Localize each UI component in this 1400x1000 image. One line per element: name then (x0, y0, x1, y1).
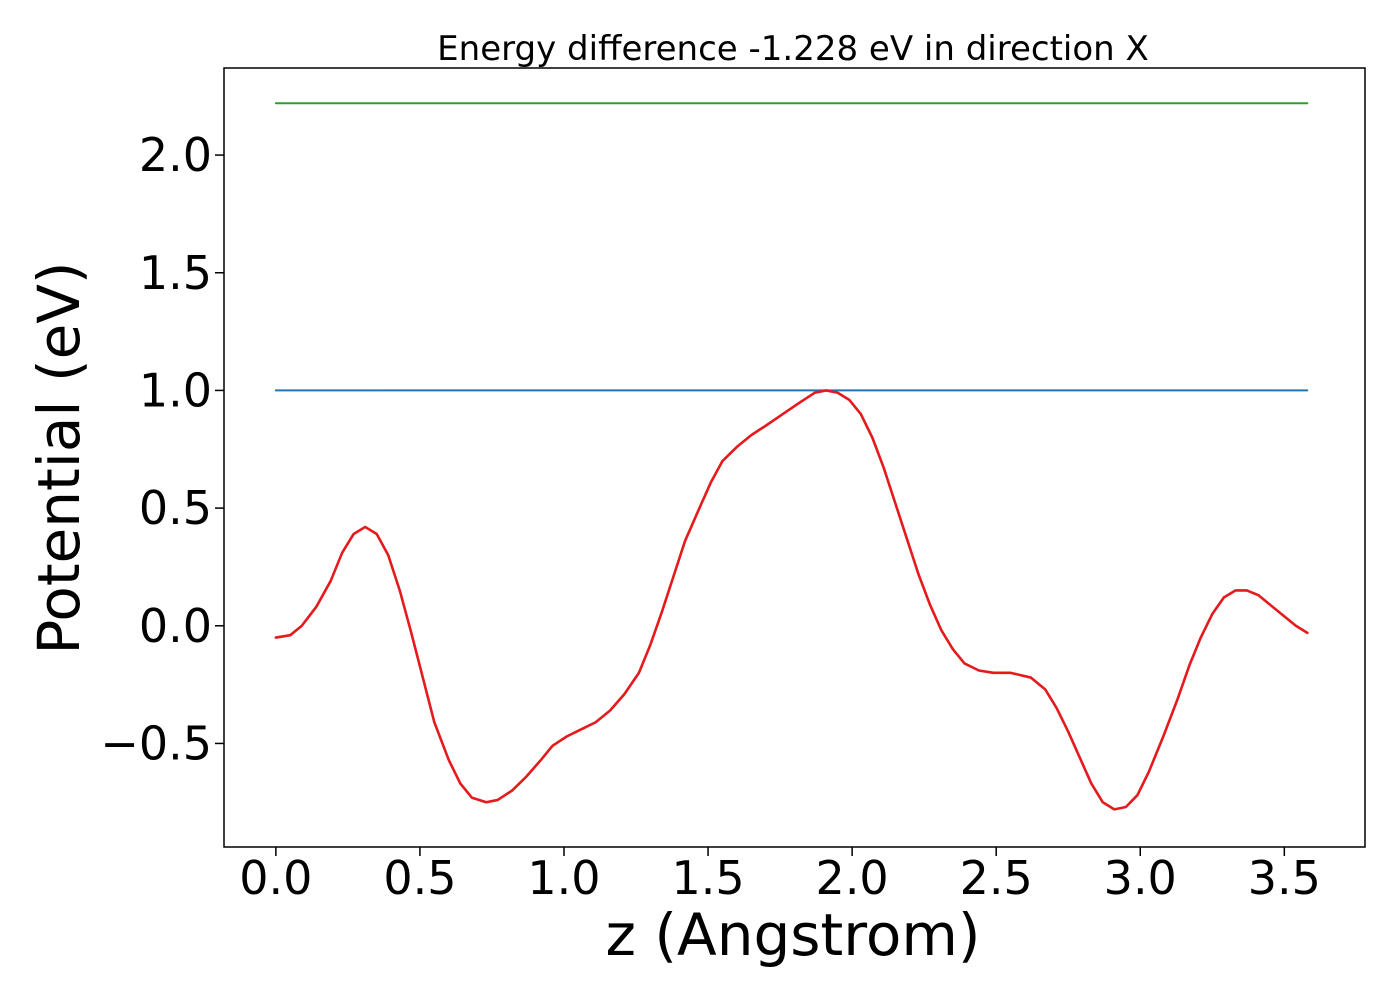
x-axis: 0.0 0.5 1.0 1.5 2.0 2.5 3.0 3.5 (239, 847, 1321, 905)
series-line-3 (274, 389, 1309, 811)
chart-title: Energy difference -1.228 eV in direction… (437, 29, 1149, 69)
y-axis: −0.5 0.0 0.5 1.0 1.5 2.0 (100, 128, 224, 770)
y-tick-label: 0.5 (139, 481, 212, 535)
x-tick-label: 0.5 (383, 851, 456, 905)
x-tick-label: 3.0 (1104, 851, 1177, 905)
y-tick-label: 2.0 (139, 128, 212, 182)
y-tick-label: 0.0 (139, 599, 212, 653)
x-tick-label: 2.0 (816, 851, 889, 905)
plot-frame (223, 67, 1366, 848)
x-tick-label: 1.0 (527, 851, 600, 905)
y-tick-label: 1.5 (139, 246, 212, 300)
x-axis-label: z (Angstrom) (606, 901, 981, 969)
series-layer (274, 102, 1309, 811)
y-tick-label: 1.0 (139, 363, 212, 417)
y-tick-label: −0.5 (100, 716, 212, 770)
y-axis-label: Potential (eV) (25, 261, 93, 654)
x-tick-label: 2.5 (960, 851, 1033, 905)
x-tick-label: 1.5 (671, 851, 744, 905)
x-tick-label: 3.5 (1248, 851, 1321, 905)
x-tick-label: 0.0 (239, 851, 312, 905)
